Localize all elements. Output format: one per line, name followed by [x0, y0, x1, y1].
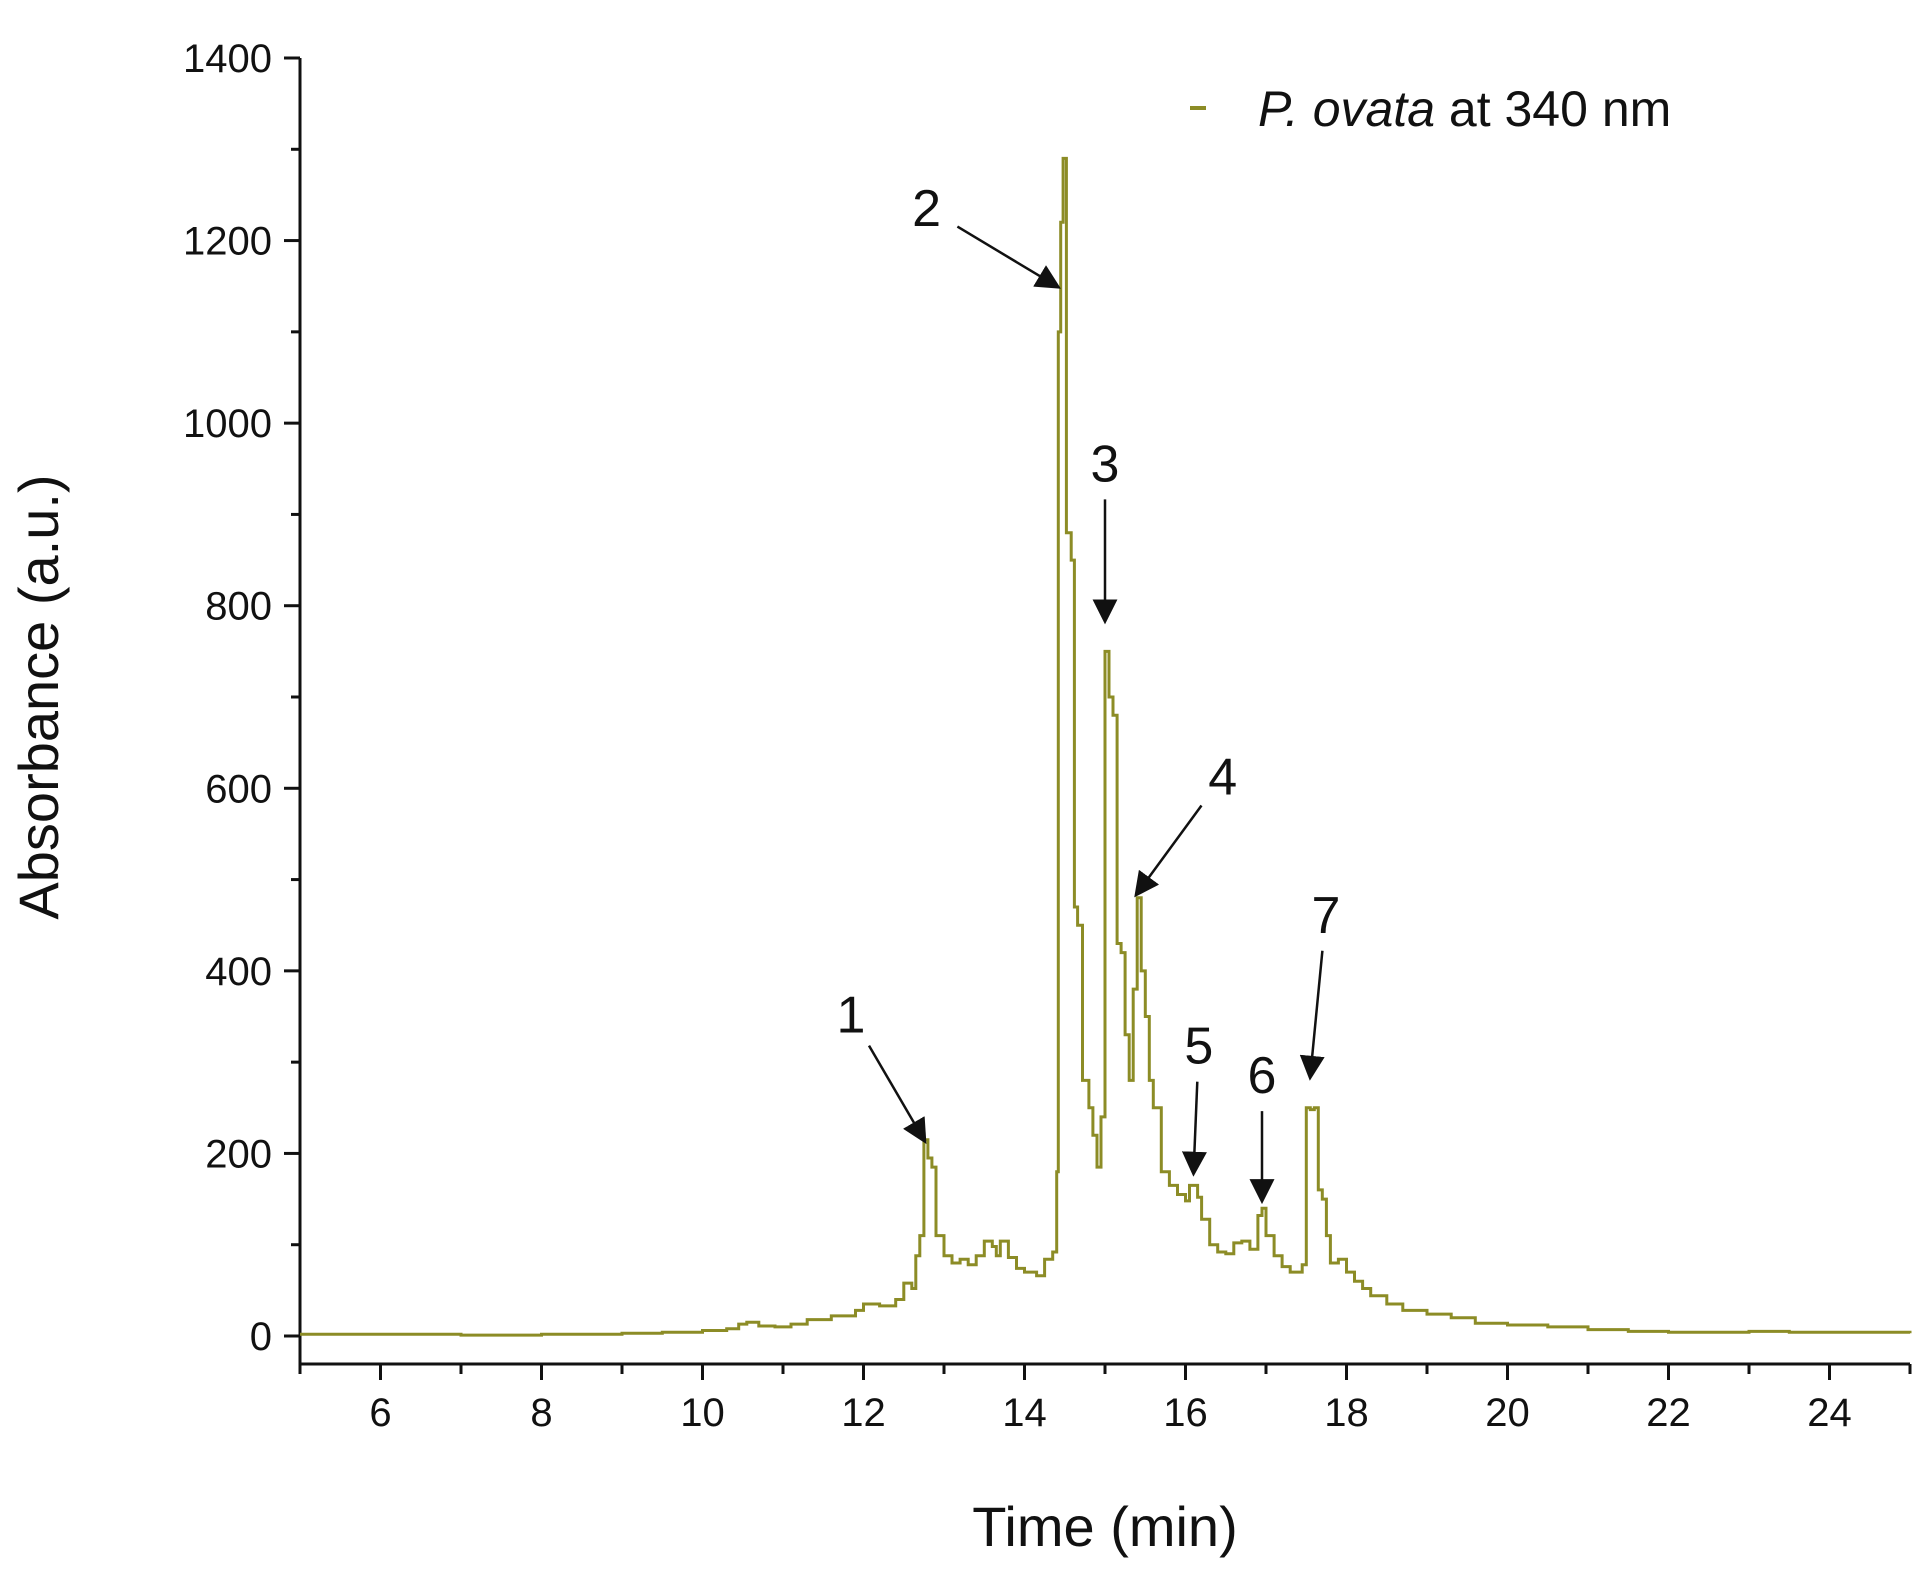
peak-2-label: 2 [912, 180, 941, 238]
y-tick-label: 200 [205, 1132, 272, 1176]
y-tick-label: 400 [205, 950, 272, 994]
peak-annotations: 1 2 3 4 56 7 [836, 180, 1340, 1205]
peak-7-label: 7 [1311, 887, 1340, 945]
peak-3-label: 3 [1091, 435, 1120, 493]
x-ticks: 6 8 10 12 14 16 18 20 22 24 [298, 1364, 1912, 1435]
y-tick-label: 0 [250, 1315, 272, 1359]
legend: P. ovata at 340 nm [1190, 81, 1671, 137]
peak-1-arrow [867, 1044, 927, 1145]
peak-7-arrow [1299, 950, 1325, 1081]
x-tick-label: 18 [1324, 1391, 1369, 1435]
peak-4-arrow [1134, 804, 1203, 898]
legend-label-species: P. ovata [1258, 81, 1435, 137]
peak-5-arrow [1181, 1081, 1207, 1177]
legend-label-suffix: at 340 nm [1435, 81, 1671, 137]
x-tick-label: 14 [1002, 1391, 1047, 1435]
y-axis-title: Absorbance (a.u.) [7, 474, 70, 919]
y-tick-label: 600 [205, 767, 272, 811]
x-tick-label: 24 [1807, 1391, 1852, 1435]
peak-4-label: 4 [1208, 748, 1237, 806]
x-tick-label: 12 [841, 1391, 886, 1435]
y-tick-label: 1000 [183, 402, 272, 446]
legend-label: P. ovata at 340 nm [1258, 81, 1671, 137]
peak-1-label: 1 [836, 987, 865, 1045]
y-ticks: 0 200 400 600 800 1000 1200 1400 [183, 37, 300, 1359]
peak-6-label: 6 [1248, 1047, 1277, 1105]
series-line-p-ovata [300, 156, 1912, 1337]
x-tick-label: 16 [1163, 1391, 1208, 1435]
peak-2-arrow [956, 225, 1061, 289]
x-tick-label: 8 [530, 1391, 552, 1435]
y-tick-label: 1200 [183, 220, 272, 264]
x-tick-label: 6 [369, 1391, 391, 1435]
y-tick-label: 1400 [183, 37, 272, 81]
x-tick-label: 20 [1485, 1391, 1530, 1435]
peak-5-label: 5 [1184, 1018, 1213, 1076]
x-axis-title: Time (min) [972, 1495, 1237, 1558]
x-tick-label: 10 [680, 1391, 725, 1435]
x-tick-label: 22 [1646, 1391, 1691, 1435]
y-tick-label: 800 [205, 585, 272, 629]
